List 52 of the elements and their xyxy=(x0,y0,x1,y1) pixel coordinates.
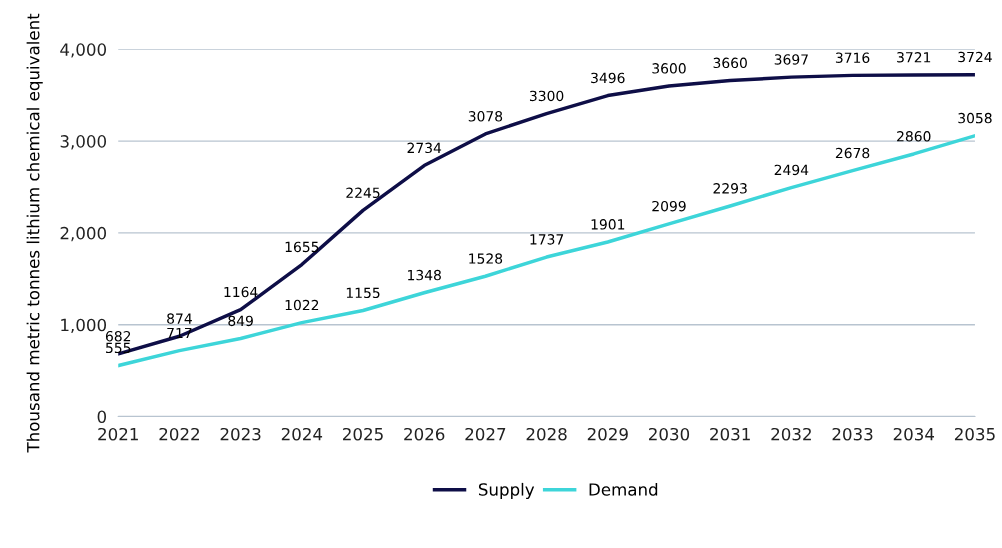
data-label: 1164 xyxy=(224,286,258,298)
data-label: 2293 xyxy=(713,183,747,194)
x-tick-label: 2029 xyxy=(587,427,628,441)
data-label: 3600 xyxy=(652,63,686,74)
data-label: 3716 xyxy=(835,52,870,63)
x-tick-label: 2025 xyxy=(343,427,383,441)
y-axis-title: Thousand metric tonnes lithium chemical equivalent xyxy=(26,13,43,453)
data-label: 3496 xyxy=(591,72,625,84)
data-label: 2245 xyxy=(346,187,380,198)
x-tick-label: 2028 xyxy=(526,427,567,441)
data-label: 874 xyxy=(167,313,192,324)
x-tick-label: 2024 xyxy=(281,427,323,441)
data-label: 1022 xyxy=(285,299,319,311)
x-tick-label: 2031 xyxy=(710,427,750,441)
data-label: 2678 xyxy=(835,147,870,159)
y-tick-label: 3,000 xyxy=(60,135,107,150)
data-label: 1155 xyxy=(346,287,380,299)
data-label: 1528 xyxy=(469,253,503,264)
data-label: 2099 xyxy=(652,200,686,212)
data-label: 3697 xyxy=(774,54,808,65)
data-label: 1655 xyxy=(285,241,319,253)
data-label: 2734 xyxy=(407,142,442,154)
data-label: 3300 xyxy=(529,90,564,102)
x-tick-label: 2030 xyxy=(648,427,690,441)
data-label: 3078 xyxy=(468,111,503,122)
data-label: 2860 xyxy=(897,131,931,142)
x-tick-label: 2032 xyxy=(771,427,811,441)
data-label: 3724 xyxy=(958,51,992,63)
data-label: 555 xyxy=(106,342,131,354)
x-tick-label: 2034 xyxy=(893,427,935,441)
data-label: 3721 xyxy=(897,52,931,63)
x-tick-label: 2021 xyxy=(98,427,138,441)
data-label: 682 xyxy=(105,330,131,342)
data-label: 3660 xyxy=(713,57,747,69)
x-tick-label: 2026 xyxy=(404,427,445,441)
y-tick-label: 1,000 xyxy=(61,318,107,333)
legend-label: Supply xyxy=(478,482,535,500)
x-tick-label: 2035 xyxy=(954,427,995,441)
data-label: 1348 xyxy=(408,269,441,281)
data-label: 2494 xyxy=(774,164,809,176)
x-tick-label: 2027 xyxy=(465,427,506,441)
y-tick-label: 0 xyxy=(97,410,107,424)
x-tick-label: 2022 xyxy=(159,427,199,441)
data-label: 3058 xyxy=(958,112,992,124)
y-tick-label: 4,000 xyxy=(60,43,107,58)
data-label: 1901 xyxy=(591,219,625,230)
x-tick-label: 2033 xyxy=(832,427,873,441)
data-label: 849 xyxy=(228,315,253,327)
data-label: 1737 xyxy=(530,234,564,245)
x-tick-label: 2023 xyxy=(220,427,261,441)
y-tick-label: 2,000 xyxy=(60,226,107,242)
legend-label: Demand xyxy=(589,482,658,496)
